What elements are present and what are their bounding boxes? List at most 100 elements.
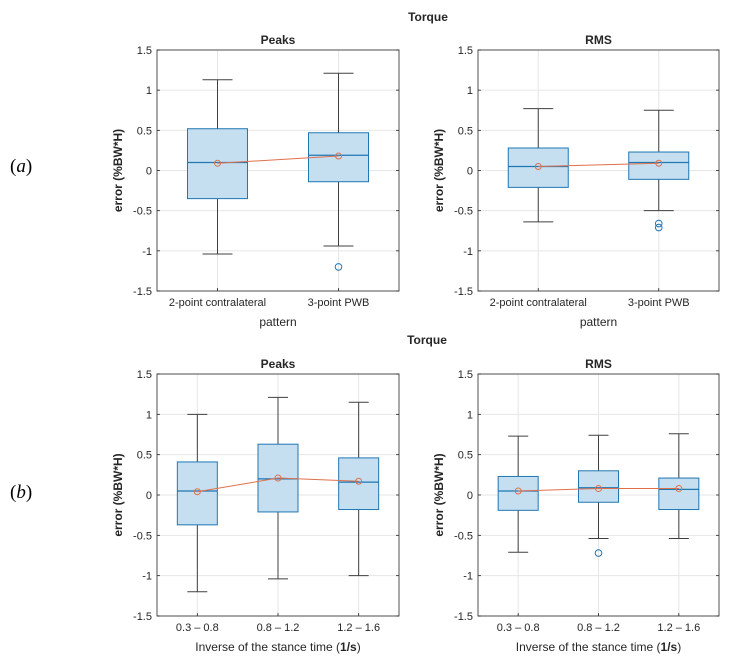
- mean-trend-line: [518, 488, 679, 492]
- x-tick-label: 0.8 – 1.2: [257, 622, 300, 634]
- group-title-bottom: Torque: [407, 333, 447, 347]
- y-tick-label: 0: [146, 166, 152, 178]
- box-3: [658, 433, 700, 540]
- x-tick-label: 1.2 – 1.6: [337, 622, 380, 634]
- x-tick-label: 3-point PWB: [628, 297, 690, 309]
- y-tick-label: 1.5: [458, 369, 473, 381]
- y-tick-label: 1.5: [137, 45, 152, 57]
- chart-1: -1.5 -1 -0.5 0 0.5 1 1.5 2-point contralateral 3…: [111, 33, 400, 329]
- x-tick-label: 0.3 – 0.8: [176, 622, 219, 634]
- mean-marker: [335, 152, 342, 160]
- y-tick-label: -1: [463, 246, 473, 258]
- box-iqr: [497, 475, 539, 511]
- box-2: [578, 434, 619, 557]
- y-tick-label: 0: [146, 490, 152, 502]
- box-iqr: [507, 147, 569, 188]
- y-axis-label: error (%BW*H): [111, 453, 125, 536]
- mean-marker: [193, 488, 201, 496]
- mean-marker: [355, 477, 363, 485]
- outlier-point: [654, 219, 663, 228]
- y-axis-label: error (%BW*H): [432, 129, 446, 212]
- y-tick-label: -1.5: [454, 286, 473, 298]
- x-tick-label: 1.2 – 1.6: [657, 622, 700, 634]
- box-iqr: [338, 457, 380, 511]
- y-tick-label: -1.5: [133, 286, 152, 298]
- x-axis-label: pattern: [259, 315, 296, 329]
- mean-marker: [675, 485, 683, 493]
- x-tick-label: 2-point contralateral: [169, 297, 266, 309]
- group-title-top: Torque: [408, 10, 448, 24]
- chart-2: -1.5 -1 -0.5 0 0.5 1 1.5 2-point contralateral 3…: [432, 33, 720, 329]
- chart-title: RMS: [585, 357, 612, 371]
- y-tick-label: -0.5: [454, 530, 473, 542]
- box-iqr: [176, 461, 218, 526]
- box-iqr: [578, 470, 619, 503]
- mean-marker: [274, 474, 282, 482]
- box-2: [257, 396, 299, 580]
- chart-title: Peaks: [261, 357, 296, 371]
- chart-3: -1.5 -1 -0.5 0 0.5 1 1.5 0.3 – 0.8 0.8 – 1.2 1.2 …: [111, 357, 400, 654]
- x-tick-label: 0.3 – 0.8: [497, 622, 540, 634]
- box-2: [628, 109, 690, 232]
- mean-trend-line: [538, 162, 659, 167]
- outlier-point: [594, 549, 603, 557]
- y-tick-label: -1.5: [454, 611, 473, 623]
- y-tick-label: -1.5: [133, 611, 152, 623]
- y-tick-label: 1.5: [458, 45, 473, 57]
- x-tick-label: 2-point contralateral: [490, 297, 587, 309]
- x-axis-label-part: ): [677, 640, 681, 654]
- box-1: [176, 413, 218, 593]
- y-tick-label: -0.5: [454, 206, 473, 218]
- panel-label-a: (a): [10, 156, 32, 177]
- mean-trend-line: [217, 155, 339, 164]
- y-tick-label: 1: [467, 409, 473, 421]
- mean-marker: [655, 159, 663, 167]
- y-tick-label: 1.5: [137, 369, 152, 381]
- mean-marker: [595, 485, 602, 493]
- box-3: [338, 401, 380, 577]
- charts: -1.5 -1 -0.5 0 0.5 1 1.5 2-point contralateral 3…: [111, 33, 720, 654]
- chart-4: -1.5 -1 -0.5 0 0.5 1 1.5 0.3 – 0.8 0.8 – 1.2 1.2 …: [432, 357, 720, 654]
- y-tick-label: -1: [142, 246, 152, 258]
- y-tick-label: -1: [463, 571, 473, 583]
- mean-marker: [534, 162, 542, 170]
- x-axis-label-part: Inverse of the stance time (: [516, 640, 661, 654]
- y-tick-label: 1: [146, 85, 152, 97]
- y-tick-label: 0.5: [458, 125, 473, 137]
- box-2: [308, 72, 369, 271]
- x-axis-label-part: pattern: [259, 315, 296, 329]
- x-axis-label: pattern: [580, 315, 617, 329]
- chart-title: Peaks: [261, 33, 296, 47]
- outlier-point: [334, 263, 343, 271]
- box-iqr: [628, 151, 690, 180]
- y-tick-label: 0.5: [458, 450, 473, 462]
- y-axis-label: error (%BW*H): [111, 129, 125, 212]
- box-1: [497, 435, 539, 553]
- x-axis-label-part: ): [357, 640, 361, 654]
- x-axis-label-part: Inverse of the stance time (: [195, 640, 340, 654]
- y-tick-label: 1: [146, 409, 152, 421]
- box-iqr: [658, 477, 700, 511]
- y-tick-label: -0.5: [133, 530, 152, 542]
- x-axis-label: Inverse of the stance time (1/s): [195, 640, 360, 654]
- mean-trend-line: [197, 477, 359, 493]
- y-tick-label: 0.5: [137, 125, 152, 137]
- box-1: [507, 108, 569, 223]
- y-axis-label: error (%BW*H): [432, 453, 446, 536]
- x-axis-label-part: pattern: [580, 315, 617, 329]
- chart-title: RMS: [585, 33, 612, 47]
- box-1: [187, 79, 248, 255]
- x-axis-label: Inverse of the stance time (1/s): [516, 640, 681, 654]
- x-tick-label: 0.8 – 1.2: [577, 622, 620, 634]
- mean-marker: [214, 159, 221, 167]
- outlier-point: [654, 223, 663, 232]
- y-tick-label: -1: [142, 571, 152, 583]
- box-iqr: [187, 128, 248, 200]
- x-tick-label: 3-point PWB: [308, 297, 370, 309]
- y-tick-label: -0.5: [133, 206, 152, 218]
- y-tick-label: 0: [467, 490, 473, 502]
- y-tick-label: 1: [467, 85, 473, 97]
- y-tick-label: 0: [467, 166, 473, 178]
- panel-label-b: (b): [10, 482, 32, 503]
